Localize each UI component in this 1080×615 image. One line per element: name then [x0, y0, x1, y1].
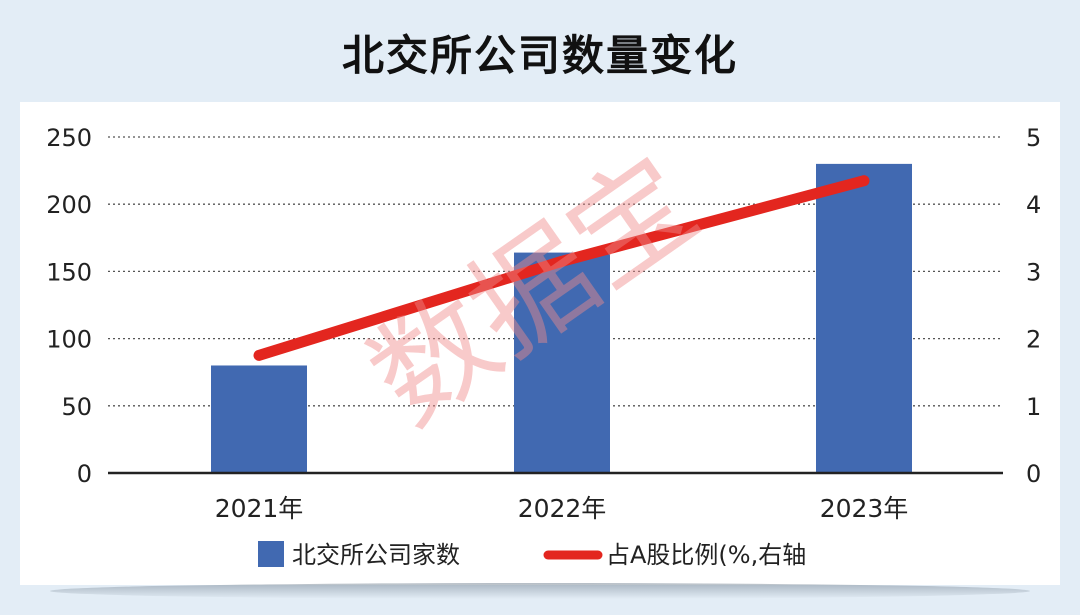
x-category-label: 2023年 — [820, 494, 909, 523]
y-left-tick-label: 150 — [46, 258, 92, 286]
bar-3 — [816, 163, 912, 473]
y-right-tick-label: 4 — [1026, 191, 1041, 219]
series-line-ratio — [253, 175, 870, 361]
legend-swatch-bar — [258, 541, 284, 567]
legend-label-bar: 北交所公司家数 — [292, 541, 460, 569]
y-axis-left-ticks: 0 50 100 150 200 250 — [46, 124, 92, 488]
bars — [211, 163, 912, 473]
y-left-tick-label: 50 — [61, 393, 92, 421]
panel-shadow — [50, 583, 1030, 599]
chart-title: 北交所公司数量变化 — [341, 31, 738, 80]
y-left-tick-label: 100 — [46, 326, 92, 354]
y-right-tick-label: 0 — [1026, 460, 1041, 488]
y-left-tick-label: 200 — [46, 191, 92, 219]
x-category-label: 2021年 — [215, 494, 304, 523]
legend: 北交所公司家数 占A股比例(%,右轴 — [258, 541, 806, 569]
y-left-tick-label: 0 — [77, 460, 92, 488]
y-left-tick-label: 250 — [46, 124, 92, 152]
legend-label-line: 占A股比例(%,右轴 — [606, 541, 806, 569]
bar-2 — [514, 252, 610, 473]
x-axis-categories: 2021年 2022年 2023年 — [215, 494, 909, 523]
x-category-label: 2022年 — [518, 494, 607, 523]
y-right-tick-label: 1 — [1026, 393, 1041, 421]
y-right-tick-label: 5 — [1026, 124, 1041, 152]
bar-1 — [211, 365, 307, 473]
y-right-tick-label: 3 — [1026, 258, 1041, 286]
y-right-tick-label: 2 — [1026, 326, 1041, 354]
y-axis-right-ticks: 0 1 2 3 4 5 — [1026, 124, 1041, 488]
